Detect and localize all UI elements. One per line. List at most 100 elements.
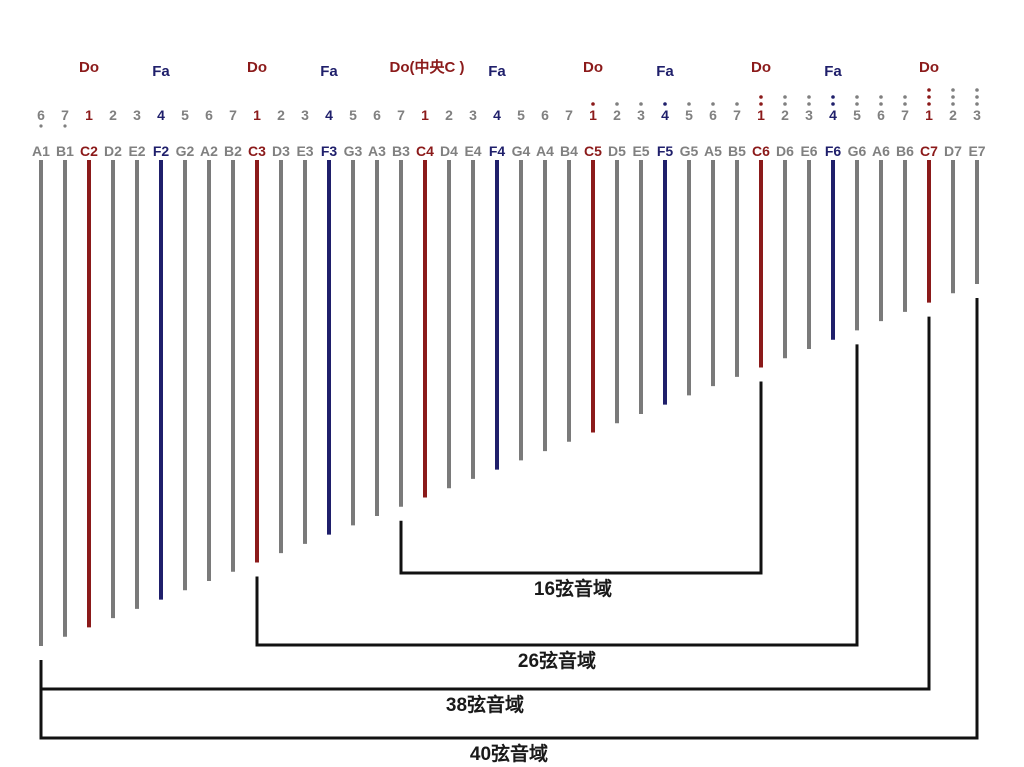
octave-dot-above — [831, 102, 835, 106]
note-d2: D2 — [104, 143, 122, 159]
octave-dot-above — [687, 102, 691, 106]
degree-c6: 1 — [757, 107, 765, 123]
degree-a6: 6 — [877, 107, 885, 123]
note-a1: A1 — [32, 143, 50, 159]
degree-b5: 7 — [733, 107, 741, 123]
note-b6: B6 — [896, 143, 914, 159]
octave-dot-above — [855, 102, 859, 106]
octave-dot-above — [879, 95, 883, 99]
range-bracket — [255, 344, 859, 647]
range-label: 40弦音域 — [470, 742, 548, 765]
degree-g6: 5 — [853, 107, 861, 123]
note-c3: C3 — [248, 143, 266, 159]
degree-d3: 2 — [277, 107, 285, 123]
degree-d2: 2 — [109, 107, 117, 123]
note-f2: F2 — [153, 143, 170, 159]
note-d6: D6 — [776, 143, 794, 159]
solfege-label-do: Do — [919, 59, 939, 76]
octave-dot-above — [591, 102, 595, 106]
note-e5: E5 — [632, 143, 649, 159]
octave-dot-above — [735, 102, 739, 106]
degree-a1: 6 — [37, 107, 45, 123]
octave-dot-above — [951, 88, 955, 92]
degree-f3: 4 — [325, 107, 333, 123]
note-e6: E6 — [800, 143, 817, 159]
range-brackets: 16弦音域 26弦音域 38弦音域 40弦音域 — [39, 298, 979, 765]
degree-f6: 4 — [829, 107, 837, 123]
degree-b1: 7 — [61, 107, 69, 123]
octave-dot-above — [783, 102, 787, 106]
degree-f4: 4 — [493, 107, 501, 123]
note-c6: C6 — [752, 143, 770, 159]
note-e7: E7 — [968, 143, 985, 159]
note-d5: D5 — [608, 143, 626, 159]
note-f6: F6 — [825, 143, 842, 159]
degree-b2: 7 — [229, 107, 237, 123]
octave-dot-above — [639, 102, 643, 106]
octave-dot-above — [975, 88, 979, 92]
degree-e2: 3 — [133, 107, 141, 123]
octave-dot-below — [39, 124, 43, 128]
range-label: 16弦音域 — [534, 577, 612, 600]
degree-e3: 3 — [301, 107, 309, 123]
octave-dot-above — [759, 95, 763, 99]
solfege-label-fa: Fa — [824, 63, 842, 80]
degree-c7: 1 — [925, 107, 933, 123]
solfege-label-do: Do(中央C ) — [390, 58, 465, 76]
octave-dot-above — [951, 102, 955, 106]
solfege-label-do: Do — [751, 59, 771, 76]
octave-dot-above — [927, 95, 931, 99]
octave-dot-above — [951, 95, 955, 99]
range-label: 26弦音域 — [518, 649, 596, 672]
note-b3: B3 — [392, 143, 410, 159]
octave-dot-above — [663, 102, 667, 106]
solfege-label-fa: Fa — [152, 63, 170, 80]
note-g2: G2 — [176, 143, 195, 159]
degree-a5: 6 — [709, 107, 717, 123]
note-c2: C2 — [80, 143, 98, 159]
octave-dot-above — [975, 95, 979, 99]
note-e2: E2 — [128, 143, 145, 159]
note-g3: G3 — [344, 143, 363, 159]
note-d3: D3 — [272, 143, 290, 159]
degree-c2: 1 — [85, 107, 93, 123]
note-g5: G5 — [680, 143, 699, 159]
octave-dot-above — [831, 95, 835, 99]
octave-dot-above — [759, 102, 763, 106]
note-f4: F4 — [489, 143, 506, 159]
degree-c5: 1 — [589, 107, 597, 123]
note-a6: A6 — [872, 143, 890, 159]
degree-f5: 4 — [661, 107, 669, 123]
octave-dot-above — [903, 95, 907, 99]
degree-f2: 4 — [157, 107, 165, 123]
note-b2: B2 — [224, 143, 242, 159]
range-bracket — [399, 381, 763, 575]
degree-a2: 6 — [205, 107, 213, 123]
octave-dot-above — [783, 95, 787, 99]
degree-g5: 5 — [685, 107, 693, 123]
degree-g4: 5 — [517, 107, 525, 123]
octave-dot-above — [807, 102, 811, 106]
degree-g2: 5 — [181, 107, 189, 123]
degree-b3: 7 — [397, 107, 405, 123]
note-b4: B4 — [560, 143, 578, 159]
note-b5: B5 — [728, 143, 746, 159]
note-name-row: A1 B1 C2 D2 E2 F2 G2 A2 B2 C3 D3 E3 F3 G3 A3 B3 C4 D4 E4 F4… — [32, 143, 986, 159]
octave-dot-above — [855, 95, 859, 99]
note-g6: G6 — [848, 143, 867, 159]
solfege-label-do: Do — [79, 59, 99, 76]
octave-dot-above — [927, 88, 931, 92]
note-f5: F5 — [657, 143, 674, 159]
note-g4: G4 — [512, 143, 531, 159]
solfege-label-fa: Fa — [320, 63, 338, 80]
degree-d7: 2 — [949, 107, 957, 123]
note-e4: E4 — [464, 143, 481, 159]
note-a4: A4 — [536, 143, 554, 159]
degree-c4: 1 — [421, 107, 429, 123]
note-d4: D4 — [440, 143, 458, 159]
solfege-label-row: Do Fa Do Fa Do(中央C ) Fa Do Fa Do Fa Do — [79, 58, 939, 80]
degree-e7: 3 — [973, 107, 981, 123]
range-bracket — [39, 316, 931, 691]
degree-g3: 5 — [349, 107, 357, 123]
degree-e5: 3 — [637, 107, 645, 123]
